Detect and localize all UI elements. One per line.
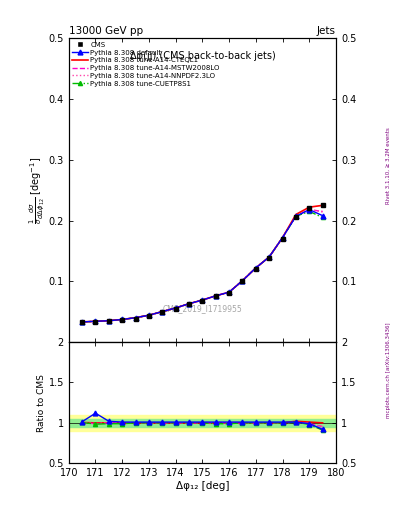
- Y-axis label: Ratio to CMS: Ratio to CMS: [37, 374, 46, 432]
- Text: CMS_2019_I1719955: CMS_2019_I1719955: [163, 304, 242, 313]
- Text: Rivet 3.1.10, ≥ 3.2M events: Rivet 3.1.10, ≥ 3.2M events: [386, 127, 391, 204]
- Y-axis label: $\frac{1}{\sigma}\frac{d\sigma}{d\Delta\phi_{12}}$ [deg$^{-1}$]: $\frac{1}{\sigma}\frac{d\sigma}{d\Delta\…: [28, 157, 47, 224]
- Bar: [69, 415, 336, 431]
- Text: Jets: Jets: [317, 26, 336, 36]
- Text: Δφ(jj) (CMS back-to-back jets): Δφ(jj) (CMS back-to-back jets): [130, 51, 275, 60]
- Legend: CMS, Pythia 8.308 default, Pythia 8.308 tune-A14-CTEQL1, Pythia 8.308 tune-A14-M: CMS, Pythia 8.308 default, Pythia 8.308 …: [71, 40, 221, 88]
- Text: 13000 GeV pp: 13000 GeV pp: [69, 26, 143, 36]
- X-axis label: Δφ₁₂ [deg]: Δφ₁₂ [deg]: [176, 481, 229, 491]
- Text: mcplots.cern.ch [arXiv:1306.3436]: mcplots.cern.ch [arXiv:1306.3436]: [386, 322, 391, 418]
- Bar: [69, 419, 336, 427]
